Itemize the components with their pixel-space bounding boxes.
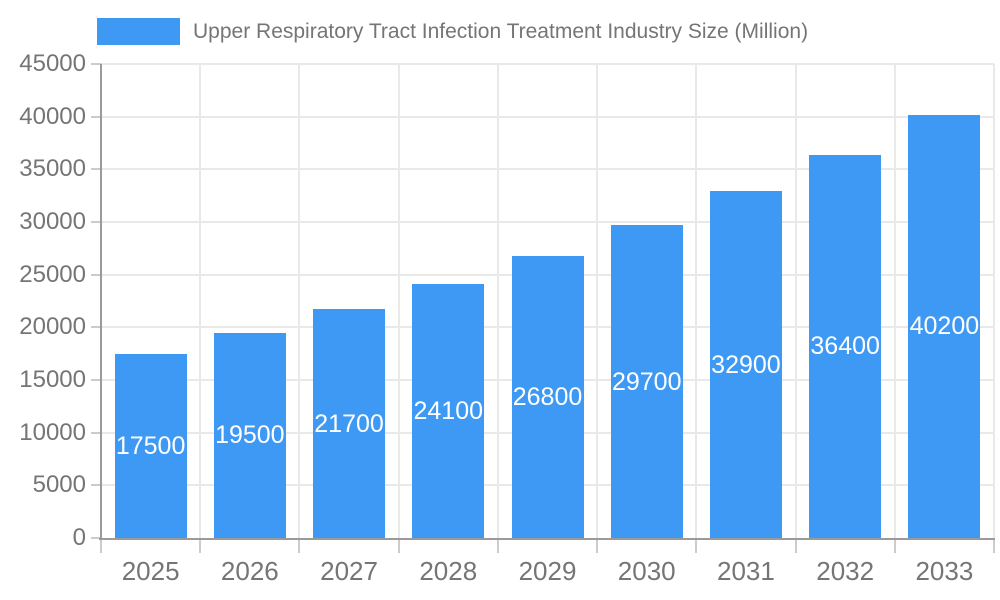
x-axis-label: 2030 — [617, 556, 676, 586]
x-axis-tick — [496, 540, 499, 553]
bar-value-label: 26800 — [512, 382, 583, 411]
legend: Upper Respiratory Tract Infection Treatm… — [97, 17, 808, 46]
legend-swatch-icon — [97, 18, 180, 45]
y-axis-tick — [91, 326, 101, 329]
bar-value-label: 19500 — [215, 421, 285, 450]
bar-value-label: 21700 — [314, 409, 384, 438]
legend-label: Upper Respiratory Tract Infection Treatm… — [193, 20, 809, 43]
x-axis-tick — [695, 540, 698, 553]
x-axis-label: 2029 — [518, 556, 577, 586]
legend-item[interactable]: Upper Respiratory Tract Infection Treatm… — [97, 17, 808, 46]
bar-value-label: 40200 — [909, 312, 980, 341]
y-axis-tick — [91, 115, 101, 118]
bar-value-label: 24100 — [413, 397, 484, 426]
y-axis-label: 25000 — [19, 260, 86, 288]
gridline-vertical — [794, 64, 797, 538]
x-axis-label: 2025 — [121, 556, 180, 586]
x-axis-label: 2026 — [220, 556, 279, 586]
x-axis-label: 2027 — [320, 556, 378, 586]
x-axis-tick — [794, 540, 797, 553]
gridline-vertical — [298, 64, 301, 538]
gridline-vertical — [397, 64, 400, 538]
gridline-horizontal — [101, 115, 994, 118]
y-axis-tick — [91, 273, 101, 276]
gridline-horizontal — [101, 221, 994, 223]
gridline-vertical — [993, 64, 995, 538]
x-axis-tick — [199, 540, 202, 553]
y-axis-tick — [91, 221, 101, 223]
bar: 40200 — [908, 114, 981, 538]
bar: 29700 — [610, 225, 683, 538]
x-axis-tick — [100, 540, 102, 553]
y-axis-tick — [91, 168, 101, 171]
y-axis-tick — [91, 63, 101, 65]
y-axis-line — [100, 64, 102, 540]
bar: 24100 — [412, 284, 485, 538]
y-axis-label: 0 — [72, 524, 86, 551]
y-axis-label: 30000 — [19, 208, 86, 235]
x-axis-tick — [298, 540, 301, 553]
x-axis-label: 2032 — [816, 556, 875, 586]
y-axis-label: 5000 — [32, 471, 86, 499]
x-axis-tick — [397, 540, 400, 553]
bar: 19500 — [213, 332, 286, 538]
y-axis-tick — [91, 484, 101, 487]
y-axis-tick — [91, 379, 101, 381]
bar: 21700 — [313, 309, 386, 538]
x-axis-label: 2028 — [419, 556, 478, 586]
gridline-vertical — [496, 64, 499, 538]
x-axis-tick — [893, 540, 896, 553]
bar: 26800 — [511, 255, 584, 538]
bar: 36400 — [809, 154, 882, 538]
gridline-vertical — [893, 64, 896, 538]
gridline-vertical — [596, 64, 599, 538]
y-axis-label: 15000 — [19, 366, 86, 393]
y-axis-label: 20000 — [19, 313, 86, 341]
y-axis-label: 10000 — [19, 418, 86, 446]
y-axis-tick — [91, 431, 101, 434]
x-axis-label: 2033 — [915, 556, 974, 586]
bar-value-label: 17500 — [115, 431, 186, 460]
y-axis-label: 35000 — [19, 155, 86, 183]
y-axis-tick — [91, 537, 101, 539]
bar-value-label: 36400 — [810, 332, 880, 361]
x-axis-label: 2031 — [717, 556, 775, 586]
y-axis-label: 45000 — [19, 50, 86, 77]
bar-value-label: 29700 — [611, 367, 682, 396]
x-axis-tick — [596, 540, 599, 553]
y-axis-label: 40000 — [19, 102, 86, 130]
gridline-vertical — [695, 64, 698, 538]
gridline-horizontal — [101, 63, 994, 65]
bar-value-label: 32900 — [711, 350, 781, 379]
x-axis-line — [99, 538, 995, 540]
gridline-horizontal — [101, 168, 994, 171]
x-axis-tick — [993, 540, 995, 553]
gridline-vertical — [199, 64, 202, 538]
bar: 32900 — [709, 191, 782, 538]
bar: 17500 — [114, 353, 187, 538]
